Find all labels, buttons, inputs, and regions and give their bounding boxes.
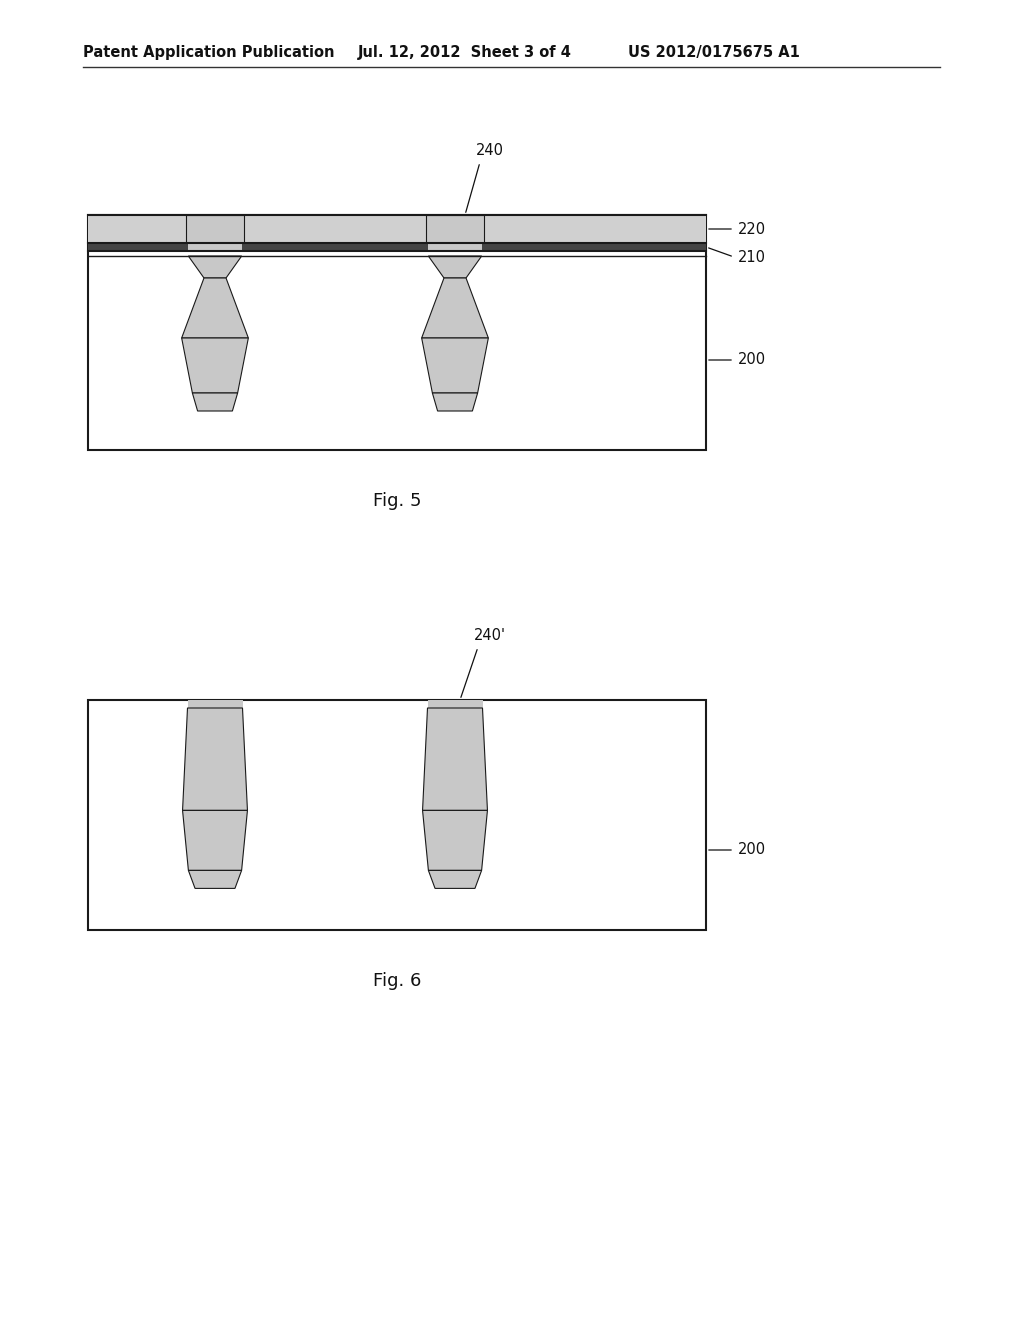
Polygon shape [188, 870, 242, 888]
Text: Fig. 5: Fig. 5 [373, 492, 421, 510]
Text: Fig. 6: Fig. 6 [373, 972, 421, 990]
Polygon shape [181, 279, 249, 338]
Polygon shape [423, 708, 487, 810]
Bar [187, 700, 243, 708]
Bar [88, 215, 706, 243]
Bar [426, 215, 484, 243]
Polygon shape [423, 810, 487, 870]
Bar [428, 243, 481, 251]
Bar [88, 243, 706, 251]
Polygon shape [432, 393, 477, 411]
Bar [427, 700, 482, 708]
Polygon shape [428, 870, 481, 888]
Text: Jul. 12, 2012  Sheet 3 of 4: Jul. 12, 2012 Sheet 3 of 4 [358, 45, 571, 59]
Bar [88, 700, 706, 931]
Text: 210: 210 [738, 249, 766, 264]
Text: 200: 200 [738, 842, 766, 858]
Polygon shape [428, 256, 481, 279]
Polygon shape [193, 393, 238, 411]
Polygon shape [422, 338, 488, 393]
Polygon shape [422, 279, 488, 338]
Text: 220: 220 [738, 222, 766, 236]
Bar [186, 215, 244, 243]
Text: US 2012/0175675 A1: US 2012/0175675 A1 [628, 45, 800, 59]
Text: 240': 240' [474, 628, 506, 643]
Polygon shape [181, 338, 249, 393]
Text: 240: 240 [476, 143, 504, 158]
Bar [188, 243, 242, 251]
Polygon shape [182, 708, 248, 810]
Text: Patent Application Publication: Patent Application Publication [83, 45, 335, 59]
Polygon shape [188, 256, 242, 279]
Polygon shape [182, 810, 248, 870]
Text: 200: 200 [738, 352, 766, 367]
Bar [88, 215, 706, 450]
